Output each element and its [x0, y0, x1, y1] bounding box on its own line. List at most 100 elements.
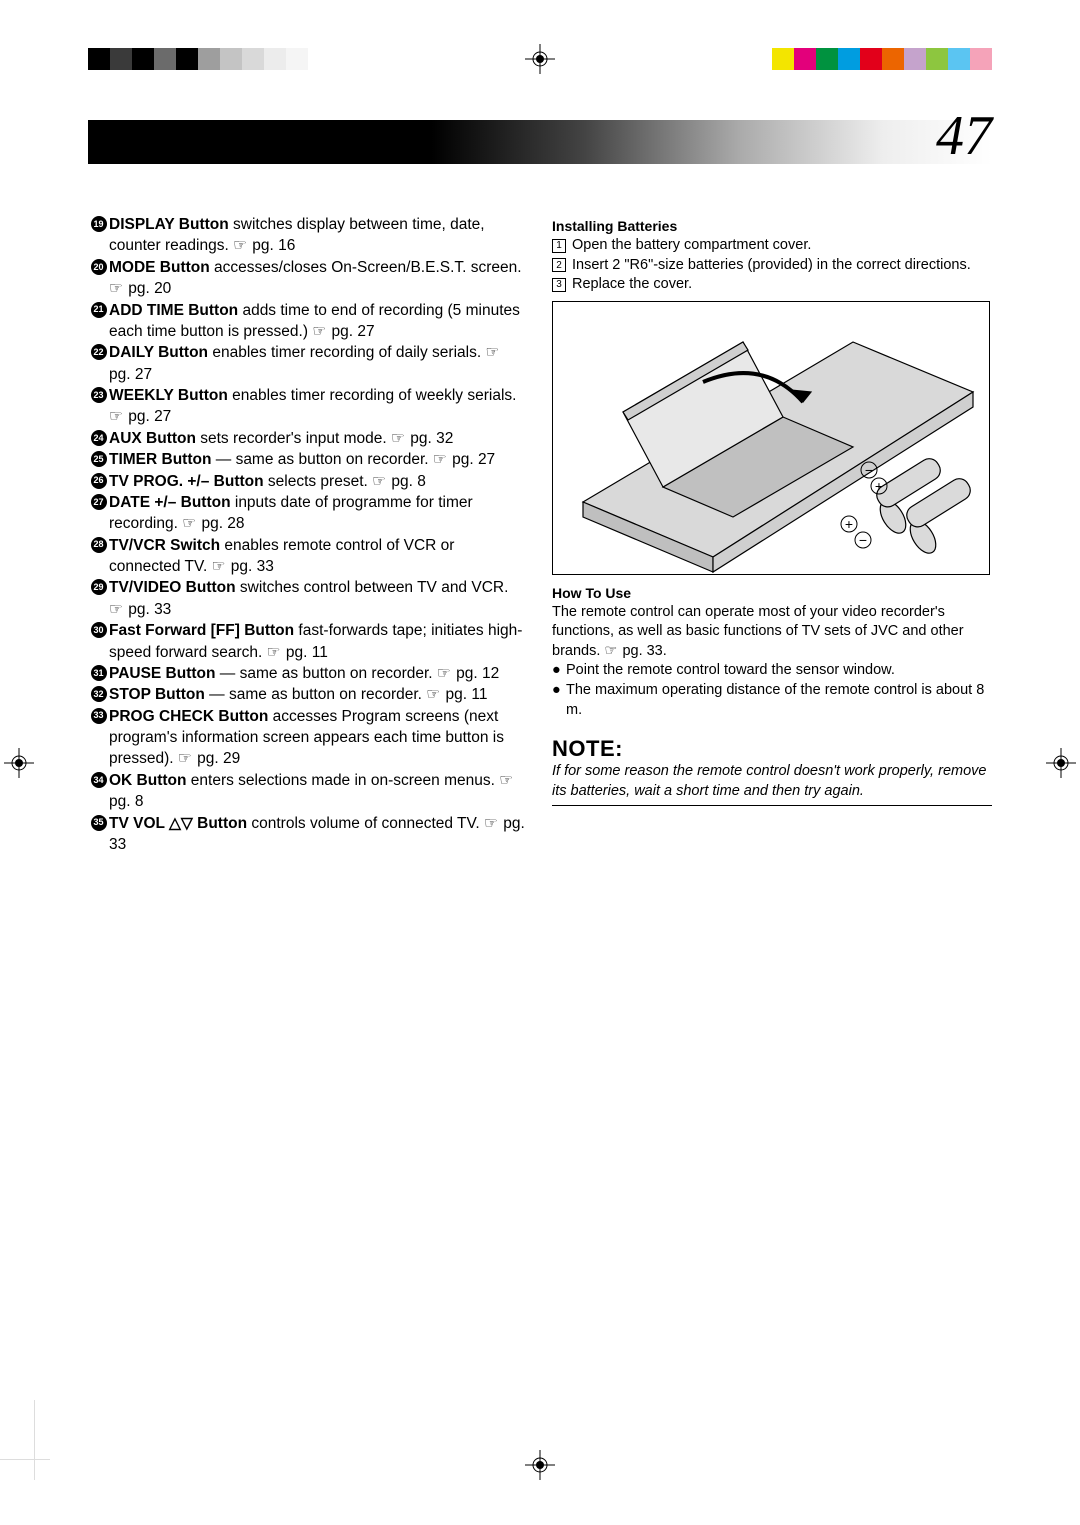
color-swatch: [816, 48, 838, 70]
item-number-icon: 29: [91, 579, 107, 595]
item-number-icon: 26: [91, 473, 107, 489]
step-number-icon: 2: [552, 258, 566, 272]
button-description-item: 26TV PROG. +/– Button selects preset. ☞ …: [88, 471, 526, 492]
svg-text:+: +: [875, 478, 883, 494]
color-swatch: [154, 48, 176, 70]
color-swatch: [970, 48, 992, 70]
item-number-icon: 35: [91, 815, 107, 831]
color-swatch: [904, 48, 926, 70]
button-description-item: 22DAILY Button enables timer recording o…: [88, 342, 526, 385]
crop-line: [0, 1459, 50, 1460]
color-swatch: [882, 48, 904, 70]
item-number-icon: 22: [91, 344, 107, 360]
how-to-use-body: The remote control can operate most of y…: [552, 603, 992, 662]
button-description-item: 35TV VOL △▽ Button controls volume of co…: [88, 813, 526, 856]
howto-bullet: ●Point the remote control toward the sen…: [552, 661, 992, 681]
item-number-icon: 23: [91, 387, 107, 403]
install-step: 3Replace the cover.: [552, 275, 992, 295]
button-description-item: 33PROG CHECK Button accesses Program scr…: [88, 706, 526, 770]
color-swatch: [176, 48, 198, 70]
color-swatch: [242, 48, 264, 70]
pointer-icon: ☞: [178, 748, 192, 769]
color-swatch: [198, 48, 220, 70]
button-description-item: 20MODE Button accesses/closes On-Screen/…: [88, 257, 526, 300]
item-number-icon: 34: [91, 772, 107, 788]
step-number-icon: 1: [552, 239, 566, 253]
pointer-icon: ☞: [426, 684, 440, 705]
button-description-item: 28TV/VCR Switch enables remote control o…: [88, 535, 526, 578]
button-description-item: 34OK Button enters selections made in on…: [88, 770, 526, 813]
item-number-icon: 24: [91, 430, 107, 446]
button-description-item: 25TIMER Button — same as button on recor…: [88, 449, 526, 470]
color-swatch: [88, 48, 110, 70]
note-body: If for some reason the remote control do…: [552, 762, 992, 801]
pointer-icon: ☞: [499, 770, 513, 791]
pointer-icon: ☞: [109, 406, 123, 427]
pointer-icon: ☞: [109, 278, 123, 299]
button-description-item: 32STOP Button — same as button on record…: [88, 684, 526, 705]
color-swatch: [220, 48, 242, 70]
left-column: 19DISPLAY Button switches display betwee…: [88, 214, 526, 855]
item-number-icon: 28: [91, 537, 107, 553]
pointer-icon: ☞: [433, 449, 447, 470]
pointer-icon: ☞: [109, 599, 123, 620]
pointer-icon: ☞: [437, 663, 451, 684]
install-step: 2Insert 2 "R6"-size batteries (provided)…: [552, 256, 992, 276]
pointer-icon: ☞: [212, 556, 226, 577]
pointer-icon: ☞: [267, 642, 281, 663]
color-swatch: [794, 48, 816, 70]
button-description-item: 31PAUSE Button — same as button on recor…: [88, 663, 526, 684]
registration-mark-bottom: [525, 1450, 555, 1480]
button-description-item: 23WEEKLY Button enables timer recording …: [88, 385, 526, 428]
pointer-icon: ☞: [485, 342, 499, 363]
pointer-icon: ☞: [391, 428, 405, 449]
step-number-icon: 3: [552, 278, 566, 292]
color-swatch: [860, 48, 882, 70]
item-number-icon: 19: [91, 216, 107, 232]
color-swatch: [948, 48, 970, 70]
pointer-icon: ☞: [233, 235, 247, 256]
color-swatch: [132, 48, 154, 70]
note-divider: [552, 805, 992, 806]
pointer-icon: ☞: [312, 321, 326, 342]
svg-text:−: −: [865, 462, 873, 478]
button-description-item: 30Fast Forward [FF] Button fast-forwards…: [88, 620, 526, 663]
color-swatch: [838, 48, 860, 70]
item-number-icon: 32: [91, 686, 107, 702]
howto-bullet: ●The maximum operating distance of the r…: [552, 681, 992, 720]
header-gradient-band: [88, 120, 992, 164]
color-swatch: [110, 48, 132, 70]
item-number-icon: 33: [91, 708, 107, 724]
color-swatch: [772, 48, 794, 70]
button-description-item: 29TV/VIDEO Button switches control betwe…: [88, 577, 526, 620]
crop-line: [34, 1400, 35, 1480]
installing-batteries-title: Installing Batteries: [552, 218, 992, 234]
button-description-item: 24AUX Button sets recorder's input mode.…: [88, 428, 526, 449]
item-number-icon: 30: [91, 622, 107, 638]
registration-mark-top: [525, 44, 555, 74]
item-number-icon: 31: [91, 665, 107, 681]
battery-illustration: − + + −: [552, 301, 990, 575]
button-description-item: 19DISPLAY Button switches display betwee…: [88, 214, 526, 257]
svg-text:+: +: [845, 516, 853, 532]
pointer-icon: ☞: [484, 813, 498, 834]
item-number-icon: 25: [91, 451, 107, 467]
color-swatch: [286, 48, 308, 70]
right-column: Installing Batteries 1Open the battery c…: [552, 214, 992, 855]
note-heading: NOTE:: [552, 736, 992, 762]
item-number-icon: 20: [91, 259, 107, 275]
item-number-icon: 21: [91, 302, 107, 318]
pointer-icon: ☞: [372, 471, 386, 492]
registration-mark-left: [4, 748, 34, 778]
item-number-icon: 27: [91, 494, 107, 510]
button-description-item: 27DATE +/– Button inputs date of program…: [88, 492, 526, 535]
how-to-use-title: How To Use: [552, 585, 992, 601]
svg-text:−: −: [859, 532, 867, 548]
pointer-icon: ☞: [182, 513, 196, 534]
page-number: 47: [936, 108, 992, 164]
color-swatch: [926, 48, 948, 70]
registration-mark-right: [1046, 748, 1076, 778]
button-description-item: 21ADD TIME Button adds time to end of re…: [88, 300, 526, 343]
install-step: 1Open the battery compartment cover.: [552, 236, 992, 256]
pointer-icon: ☞: [604, 642, 617, 662]
